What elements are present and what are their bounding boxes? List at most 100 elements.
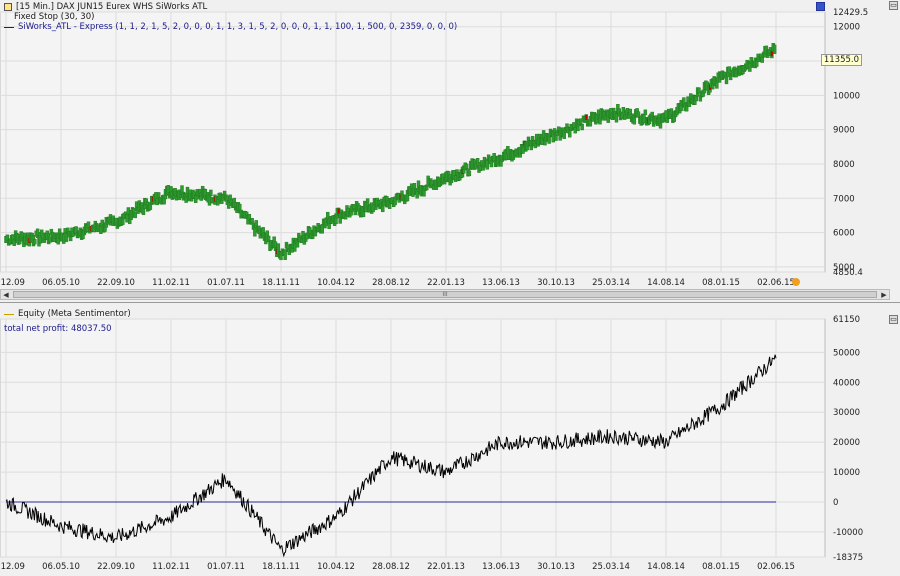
price-bar: [209, 189, 213, 197]
y-tick-label: 10000: [833, 91, 860, 101]
price-bar: [506, 146, 510, 155]
price-bar: [453, 175, 458, 182]
chart-title: [15 Min.] DAX JUN15 Eurex WHS SiWorks AT…: [16, 2, 208, 12]
price-bar: [628, 108, 632, 115]
y-tick-label: 7000: [833, 194, 855, 204]
date-label: 18.11.11: [262, 278, 300, 286]
equity-maximize-icon[interactable]: ▭: [889, 315, 898, 324]
y-tick-label: 9000: [833, 126, 855, 136]
date-label: 11.02.11: [152, 562, 190, 572]
price-chart-pane[interactable]: 10.12.09 06.05.10 22.09.10 11.02.11 01.07.11…: [0, 0, 900, 288]
y-tick-label: 50000: [833, 348, 860, 358]
net-profit-label: total net profit: 48037.50: [4, 324, 112, 334]
date-label: 22.09.10: [97, 562, 135, 572]
date-label: 13.06.13: [482, 562, 520, 572]
marker-icon[interactable]: [816, 2, 825, 11]
price-bar: [620, 113, 624, 120]
price-bar: [40, 229, 44, 237]
session-marker-icon: [792, 278, 800, 286]
y-tick-label: -10000: [833, 528, 863, 538]
pane-maximize-icon[interactable]: ▭: [889, 1, 898, 10]
price-bar: [33, 238, 37, 245]
date-label: 10.04.12: [317, 562, 355, 572]
date-label: 13.06.13: [482, 278, 520, 286]
date-label: 06.05.10: [42, 278, 80, 286]
price-chart[interactable]: 10.12.09 06.05.10 22.09.10 11.02.11 01.07.11…: [0, 0, 900, 288]
pane-divider[interactable]: [0, 302, 900, 303]
price-bar: [579, 118, 583, 125]
date-label: 22.01.13: [427, 562, 465, 572]
chart-settings-icon[interactable]: [4, 3, 12, 11]
scroll-left-icon[interactable]: ◀: [3, 290, 9, 299]
date-label: 14.08.14: [647, 278, 685, 286]
date-label: 02.06.15: [757, 562, 795, 572]
date-label: 25.03.14: [592, 278, 630, 286]
price-bar: [48, 236, 52, 243]
strategy-legend[interactable]: SiWorks_ATL - Express (1, 1, 2, 1, 5, 2,…: [4, 22, 457, 32]
y-tick-label: 0: [833, 498, 838, 508]
price-bar: [573, 127, 577, 134]
y-tick-label: 12000: [833, 23, 860, 33]
signal-marker: [585, 114, 588, 120]
signal-marker: [337, 208, 340, 214]
price-bar: [694, 95, 698, 102]
equity-line-icon: [4, 313, 14, 315]
equity-title: Equity (Meta Sentimentor): [18, 309, 131, 319]
chart-title-row[interactable]: [15 Min.] DAX JUN15 Eurex WHS SiWorks AT…: [4, 2, 207, 12]
date-label: 18.11.11: [262, 562, 300, 572]
date-label: 28.08.12: [372, 278, 410, 286]
y-tick-label: 12429.5: [833, 8, 868, 18]
price-bar: [614, 112, 619, 123]
signal-marker: [770, 51, 773, 57]
fixed-stop-label[interactable]: Fixed Stop (30, 30): [14, 12, 95, 22]
y-tick-label: 30000: [833, 408, 860, 418]
y-tick-label: 40000: [833, 378, 860, 388]
date-label: 30.10.13: [537, 278, 575, 286]
date-label: 10.04.12: [317, 278, 355, 286]
date-label: 28.08.12: [372, 562, 410, 572]
y-tick-label: 20000: [833, 438, 860, 448]
date-label: 11.02.11: [152, 278, 190, 286]
scroll-right-icon[interactable]: ▶: [881, 290, 887, 299]
date-label: 01.07.11: [207, 562, 245, 572]
date-label: 10.12.09: [0, 278, 25, 286]
price-bar: [320, 223, 324, 234]
date-label: 02.06.15: [757, 278, 795, 286]
price-bar: [697, 87, 701, 94]
time-scrollbar[interactable]: ◀ III ▶: [0, 289, 890, 300]
strategy-line-icon: [4, 26, 14, 28]
equity-pane[interactable]: 10.12.09 06.05.10 22.09.10 11.02.11 01.07.11…: [0, 305, 900, 573]
date-label: 08.01.15: [702, 278, 740, 286]
y-tick-label: 4850.4: [833, 268, 863, 278]
last-price-tag: 11355.0: [820, 54, 862, 66]
plot-area: [0, 11, 826, 273]
date-label: 30.10.13: [537, 562, 575, 572]
price-bar: [772, 44, 777, 54]
price-bar: [266, 235, 271, 242]
date-label: 22.09.10: [97, 278, 135, 286]
price-bar: [580, 123, 584, 131]
date-label: 22.01.13: [427, 278, 465, 286]
price-bar: [642, 113, 646, 124]
scroll-thumb[interactable]: III: [13, 291, 877, 298]
y-tick-label: 6000: [833, 229, 855, 239]
price-bar: [283, 249, 287, 260]
date-label: 06.05.10: [42, 562, 80, 572]
equity-line: [5, 354, 777, 558]
price-bar: [636, 111, 641, 118]
strategy-label: SiWorks_ATL - Express (1, 1, 2, 1, 5, 2,…: [18, 22, 458, 32]
date-label: 25.03.14: [592, 562, 630, 572]
price-bar: [371, 206, 375, 212]
equity-chart[interactable]: 10.12.09 06.05.10 22.09.10 11.02.11 01.07.11…: [0, 305, 900, 573]
equity-title-row[interactable]: Equity (Meta Sentimentor): [4, 309, 131, 319]
price-bar: [133, 212, 137, 219]
price-bar: [475, 158, 480, 167]
price-bar: [489, 160, 494, 168]
y-tick-label: 61150: [833, 315, 860, 325]
date-label: 10.12.09: [0, 562, 25, 572]
y-tick-label: 10000: [833, 468, 860, 478]
plot-area: [0, 318, 826, 558]
price-bar: [621, 107, 626, 114]
date-label: 14.08.14: [647, 562, 685, 572]
y-tick-label: 8000: [833, 160, 855, 170]
